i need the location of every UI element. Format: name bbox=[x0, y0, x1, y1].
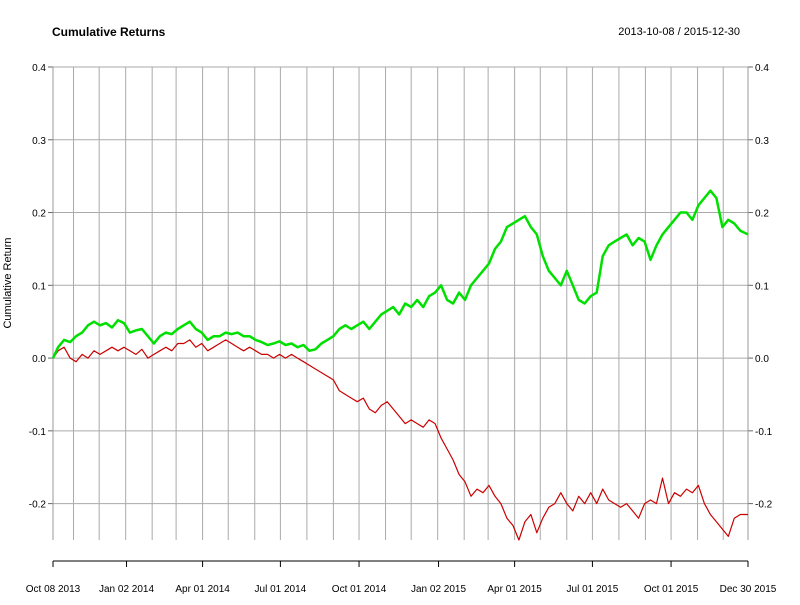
series-lines bbox=[51, 189, 749, 541]
x-tick-label: Dec 30 2015 bbox=[720, 584, 777, 595]
series-line-green bbox=[51, 189, 749, 359]
y-tick-label-left: 0.2 bbox=[32, 209, 46, 220]
y-tick-label-right: 0.3 bbox=[755, 136, 769, 147]
x-tick-label: Jul 01 2015 bbox=[567, 584, 619, 595]
y-tick-label-left: -0.1 bbox=[29, 427, 47, 438]
y-tick-label-right: 0.2 bbox=[755, 209, 769, 220]
y-tick-label-left: 0.0 bbox=[32, 354, 46, 365]
series-line-red bbox=[52, 339, 748, 541]
y-tick-label-right: 0.1 bbox=[755, 281, 769, 292]
x-tick-label: Apr 01 2014 bbox=[175, 584, 230, 595]
x-tick-label: Apr 01 2015 bbox=[487, 584, 542, 595]
date-range-label: 2013-10-08 / 2015-12-30 bbox=[618, 26, 740, 38]
y-tick-label-right: -0.1 bbox=[755, 427, 773, 438]
y-tick-label-left: -0.2 bbox=[29, 500, 47, 511]
x-tick-label: Jan 02 2015 bbox=[411, 584, 466, 595]
x-tick-label: Oct 01 2015 bbox=[644, 584, 699, 595]
x-tick-label: Oct 01 2014 bbox=[332, 584, 387, 595]
y-tick-label-left: 0.3 bbox=[32, 136, 46, 147]
grid-lines bbox=[53, 66, 748, 540]
y-tick-label-right: 0.0 bbox=[755, 354, 769, 365]
y-tick-label-right: -0.2 bbox=[755, 500, 773, 511]
y-tick-label-right: 0.4 bbox=[755, 63, 769, 74]
axes: 0.4 0.4 0.3 0.3 0.2 0.2 0.1 0.1 0.0 0.0 -0.1 -0.1 -0… bbox=[26, 63, 777, 595]
chart-title: Cumulative Returns bbox=[52, 25, 166, 39]
x-tick-label: Oct 08 2013 bbox=[26, 584, 81, 595]
x-tick-label: Jan 02 2014 bbox=[99, 584, 154, 595]
y-tick-label-left: 0.1 bbox=[32, 281, 46, 292]
y-axis-label: Cumulative Return bbox=[2, 237, 14, 328]
y-tick-label-left: 0.4 bbox=[32, 63, 46, 74]
x-tick-label: Jul 01 2014 bbox=[255, 584, 307, 595]
